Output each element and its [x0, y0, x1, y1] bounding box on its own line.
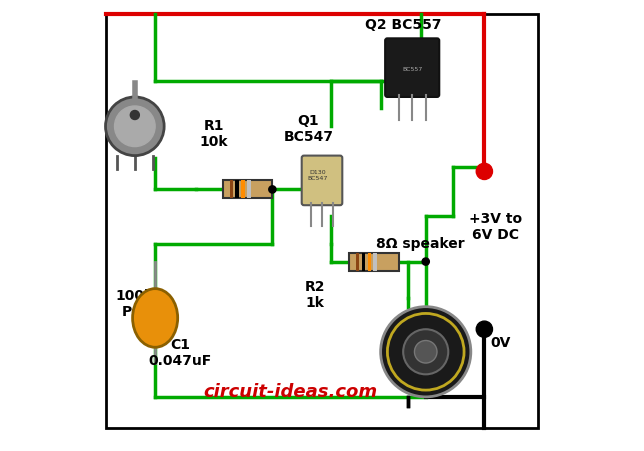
Text: 0V: 0V	[490, 336, 510, 350]
FancyBboxPatch shape	[229, 180, 233, 198]
Text: R2
1k: R2 1k	[305, 280, 325, 310]
FancyBboxPatch shape	[242, 180, 245, 198]
Circle shape	[106, 97, 164, 156]
FancyBboxPatch shape	[301, 156, 343, 205]
Text: n73: n73	[147, 313, 163, 323]
Circle shape	[477, 163, 493, 179]
FancyBboxPatch shape	[385, 38, 439, 97]
FancyBboxPatch shape	[374, 253, 377, 271]
FancyBboxPatch shape	[356, 253, 359, 271]
FancyBboxPatch shape	[247, 180, 251, 198]
FancyBboxPatch shape	[368, 253, 371, 271]
Text: BC557: BC557	[402, 67, 422, 73]
Text: circuit-ideas.com: circuit-ideas.com	[204, 383, 377, 401]
Text: R1
10k: R1 10k	[200, 119, 228, 149]
Text: 8Ω speaker: 8Ω speaker	[376, 236, 465, 251]
Circle shape	[381, 307, 471, 397]
Circle shape	[415, 341, 437, 363]
Circle shape	[115, 106, 155, 147]
Text: +3V to
6V DC: +3V to 6V DC	[469, 212, 522, 242]
Circle shape	[269, 186, 276, 193]
Circle shape	[403, 329, 448, 374]
Text: D130
BC547: D130 BC547	[307, 170, 328, 181]
Text: Q1
BC547: Q1 BC547	[283, 114, 334, 144]
Circle shape	[477, 321, 493, 337]
Text: Q2 BC557: Q2 BC557	[365, 18, 441, 32]
Text: 100k
Pot: 100k Pot	[116, 289, 154, 319]
Text: C1
0.047uF: C1 0.047uF	[148, 338, 212, 368]
Circle shape	[422, 258, 430, 265]
FancyBboxPatch shape	[223, 180, 272, 198]
FancyBboxPatch shape	[349, 253, 399, 271]
FancyBboxPatch shape	[236, 180, 239, 198]
Ellipse shape	[133, 289, 178, 347]
Circle shape	[130, 110, 139, 120]
FancyBboxPatch shape	[362, 253, 365, 271]
